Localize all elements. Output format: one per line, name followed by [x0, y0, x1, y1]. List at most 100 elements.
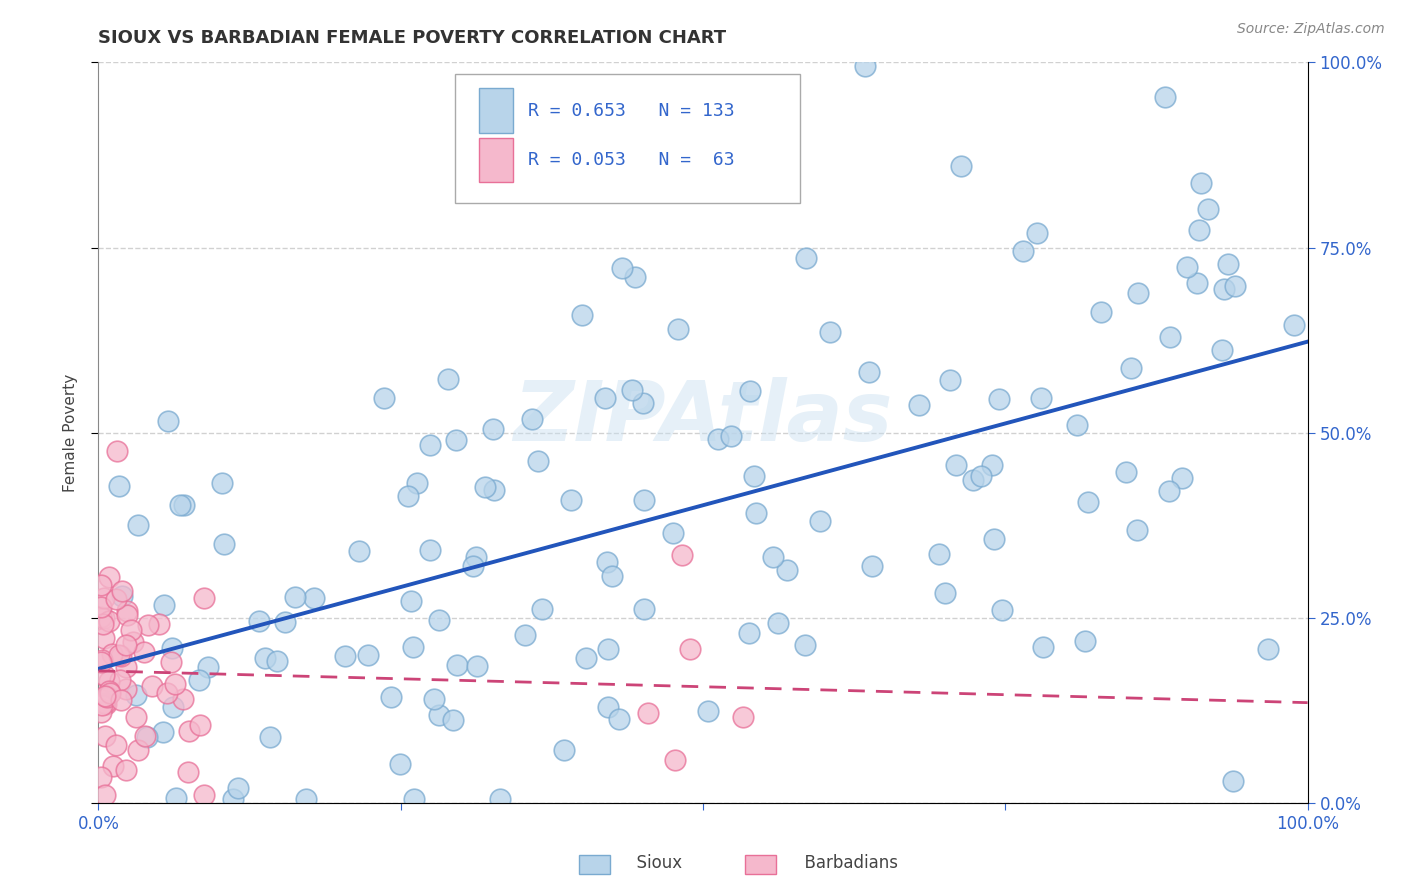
Point — [1189, 176, 1212, 190]
Text: R = 0.653   N = 133: R = 0.653 N = 133 — [527, 102, 734, 120]
Point — [794, 639, 817, 653]
Point — [93, 730, 115, 744]
Point — [93, 668, 115, 682]
Point — [934, 586, 956, 600]
Point — [1282, 318, 1305, 333]
Point — [602, 569, 624, 583]
Point — [114, 763, 136, 777]
Point — [90, 698, 112, 713]
Point — [107, 479, 129, 493]
Point — [908, 398, 931, 412]
Point — [1159, 329, 1181, 343]
Point — [482, 483, 505, 497]
Point — [98, 686, 121, 700]
Point — [160, 655, 183, 669]
Point — [401, 593, 423, 607]
Point — [115, 659, 138, 673]
Point — [446, 658, 468, 673]
Point — [1115, 465, 1137, 479]
Point — [247, 614, 270, 628]
Point — [389, 757, 412, 772]
Point — [1090, 305, 1112, 319]
Point — [596, 555, 619, 569]
Point — [671, 548, 693, 562]
Point — [776, 563, 799, 577]
Point — [124, 709, 146, 723]
Text: Barbadians: Barbadians — [794, 855, 898, 872]
Point — [624, 269, 647, 284]
Point — [437, 371, 460, 385]
Point — [633, 493, 655, 508]
Point — [1188, 223, 1211, 237]
Point — [515, 627, 537, 641]
Point — [259, 730, 281, 744]
Point — [744, 506, 766, 520]
Point — [93, 591, 115, 605]
Point — [488, 792, 510, 806]
Point — [1177, 260, 1199, 274]
Point — [858, 365, 880, 379]
Point — [94, 789, 117, 803]
Point — [373, 392, 395, 406]
Point — [707, 432, 730, 446]
Point — [148, 616, 170, 631]
Point — [596, 699, 619, 714]
Point — [221, 792, 243, 806]
Point — [193, 789, 215, 803]
Point — [928, 548, 950, 562]
Point — [474, 480, 496, 494]
Point — [120, 624, 142, 638]
Point — [1216, 257, 1239, 271]
Point — [419, 438, 441, 452]
Point — [111, 583, 134, 598]
Point — [108, 648, 131, 662]
Point — [762, 550, 785, 565]
FancyBboxPatch shape — [456, 73, 800, 203]
Point — [731, 710, 754, 724]
Point — [127, 743, 149, 757]
Point — [1257, 642, 1279, 657]
Point — [1026, 226, 1049, 240]
Point — [983, 532, 1005, 546]
Point — [444, 433, 467, 447]
Point — [427, 613, 450, 627]
Point — [738, 384, 761, 398]
Point — [637, 706, 659, 720]
Text: Sioux: Sioux — [626, 855, 682, 872]
Point — [482, 422, 505, 436]
Point — [90, 578, 112, 592]
Point — [808, 514, 831, 528]
Point — [1222, 773, 1244, 788]
Point — [853, 59, 876, 73]
Point — [1197, 202, 1219, 217]
Point — [105, 444, 128, 458]
Point — [98, 683, 121, 698]
FancyBboxPatch shape — [479, 138, 513, 182]
Point — [527, 453, 550, 467]
Point — [165, 677, 187, 691]
Point — [98, 614, 121, 628]
Point — [396, 489, 419, 503]
Point — [402, 792, 425, 806]
Point — [612, 260, 634, 275]
Point — [742, 469, 765, 483]
Point — [173, 499, 195, 513]
Point — [661, 526, 683, 541]
Point — [621, 383, 644, 397]
Point — [423, 691, 446, 706]
Point — [132, 645, 155, 659]
Point — [441, 713, 464, 727]
Point — [104, 738, 127, 752]
Point — [575, 651, 598, 665]
Point — [970, 468, 993, 483]
Point — [155, 686, 177, 700]
Point — [169, 499, 191, 513]
Point — [90, 706, 112, 720]
Point — [1157, 483, 1180, 498]
Point — [97, 674, 120, 689]
Point — [678, 642, 700, 657]
Text: Source: ZipAtlas.com: Source: ZipAtlas.com — [1237, 22, 1385, 37]
Point — [110, 693, 132, 707]
Point — [938, 374, 960, 388]
Point — [110, 649, 132, 664]
